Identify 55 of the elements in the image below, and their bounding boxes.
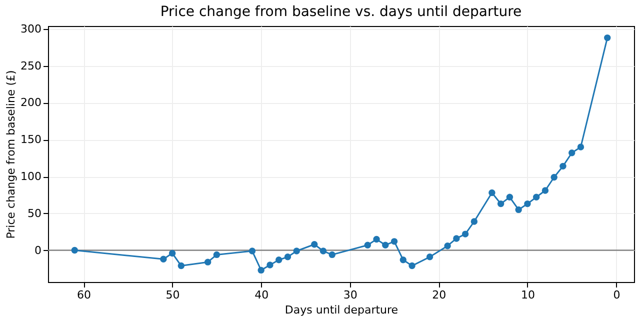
point bbox=[284, 254, 292, 260]
point bbox=[542, 187, 549, 194]
point bbox=[524, 200, 531, 208]
x-tick-label: 40 bbox=[254, 288, 269, 302]
point bbox=[168, 250, 176, 257]
point bbox=[275, 256, 282, 264]
y-tick-label: 250 bbox=[20, 59, 42, 72]
y-tick-label: 100 bbox=[20, 170, 42, 183]
point bbox=[550, 174, 558, 181]
point bbox=[532, 194, 540, 201]
point bbox=[568, 150, 576, 156]
point bbox=[577, 144, 584, 150]
point bbox=[444, 242, 451, 250]
point bbox=[178, 262, 185, 270]
point bbox=[373, 236, 380, 243]
point bbox=[560, 162, 566, 170]
point bbox=[258, 266, 264, 274]
point bbox=[506, 194, 514, 201]
point bbox=[71, 246, 78, 254]
point bbox=[390, 238, 398, 245]
point bbox=[320, 248, 327, 254]
x-tick-label: 30 bbox=[343, 288, 358, 302]
point bbox=[266, 262, 274, 268]
point bbox=[408, 262, 416, 270]
point bbox=[364, 242, 371, 248]
point bbox=[382, 242, 389, 248]
x-tick-label: 50 bbox=[166, 288, 180, 302]
y-tick-label: 200 bbox=[20, 96, 42, 110]
point bbox=[328, 251, 336, 258]
point bbox=[462, 230, 469, 238]
point bbox=[213, 251, 220, 258]
point bbox=[248, 248, 256, 254]
point bbox=[160, 256, 167, 262]
y-tick-label: 300 bbox=[20, 22, 42, 36]
x-axis-title: Days until departure bbox=[284, 304, 398, 316]
point bbox=[488, 189, 496, 196]
point bbox=[293, 248, 300, 254]
x-tick-label: 60 bbox=[77, 288, 92, 302]
x-tick-label: 20 bbox=[432, 288, 446, 302]
y-tick-label: 0 bbox=[34, 244, 42, 257]
point bbox=[426, 254, 434, 260]
point bbox=[400, 256, 407, 264]
x-tick-label: 10 bbox=[520, 288, 535, 302]
y-axis-title: Price change from baseline (£) bbox=[4, 70, 18, 239]
x-tick-label: 0 bbox=[613, 288, 620, 302]
point bbox=[311, 241, 318, 248]
point bbox=[453, 235, 460, 242]
chart-title: Price change from baseline vs. days until departure bbox=[160, 4, 522, 20]
point bbox=[470, 218, 478, 225]
point bbox=[604, 34, 611, 42]
point bbox=[515, 206, 522, 214]
y-tick-label: 150 bbox=[20, 133, 42, 146]
point bbox=[204, 258, 212, 266]
y-tick-label: 50 bbox=[28, 206, 42, 220]
point bbox=[497, 200, 504, 208]
